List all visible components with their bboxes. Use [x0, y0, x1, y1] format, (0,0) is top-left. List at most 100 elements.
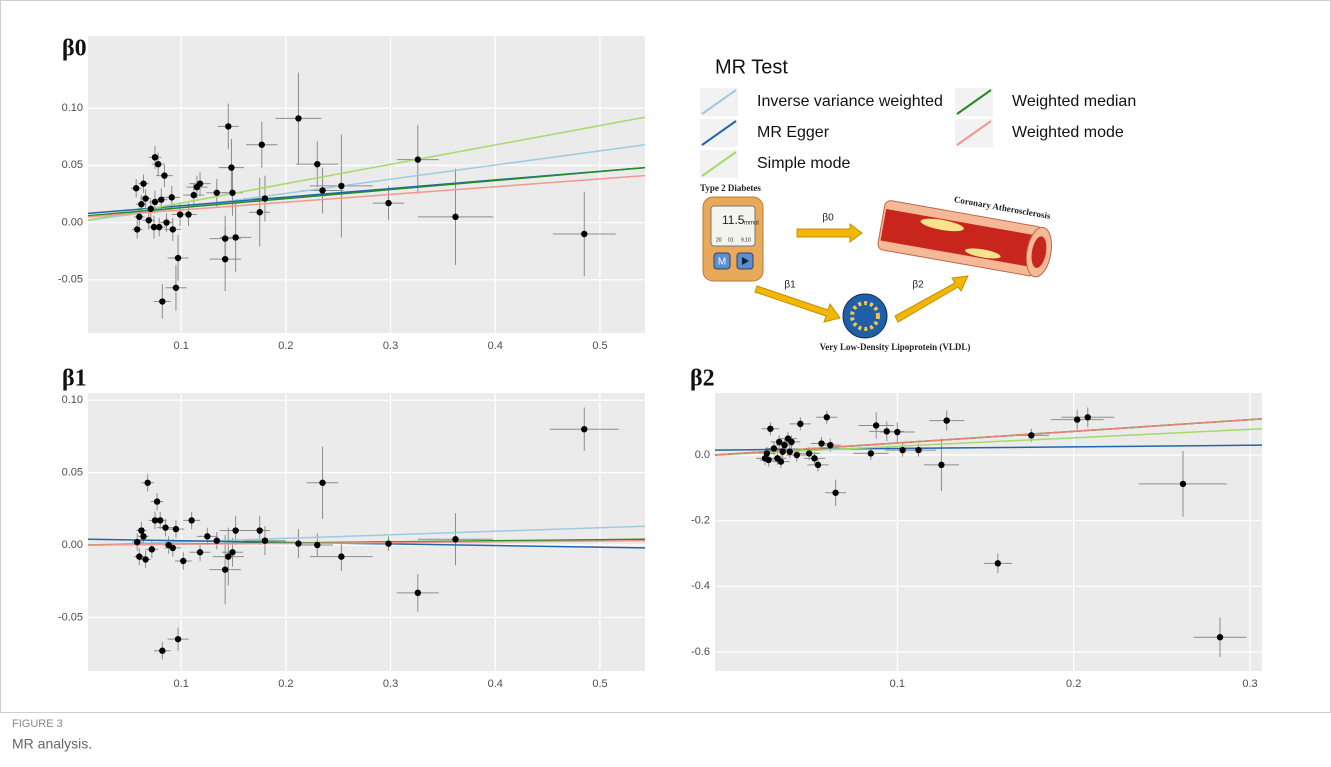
point	[140, 180, 147, 187]
legend-label: Weighted mode	[1012, 124, 1124, 141]
mr-line	[714, 428, 1263, 456]
point	[142, 195, 149, 202]
point	[151, 198, 159, 206]
point	[144, 479, 151, 486]
point	[784, 435, 792, 442]
meter-time: 9.10	[741, 237, 751, 243]
point	[172, 525, 180, 533]
point	[452, 213, 459, 221]
point	[196, 549, 204, 556]
point	[229, 189, 236, 196]
point	[761, 455, 769, 462]
point	[770, 445, 778, 452]
legend-label: Weighted median	[1012, 93, 1136, 110]
point	[228, 164, 235, 171]
point	[204, 533, 211, 540]
legend-swatch	[701, 89, 737, 115]
y-tick-label: 0.05	[62, 159, 83, 171]
point	[221, 255, 229, 263]
point	[1073, 416, 1081, 423]
point	[155, 223, 163, 231]
point	[1084, 414, 1091, 421]
meter-button	[713, 252, 731, 270]
y-tick-label: -0.05	[58, 274, 83, 286]
legend-label: Inverse variance weighted	[757, 93, 943, 110]
x-tick-label: 0.5	[592, 340, 607, 352]
meter-unit: mmol	[744, 221, 759, 227]
point	[823, 414, 830, 421]
point	[221, 566, 229, 573]
point	[188, 517, 195, 524]
legend-title: MR Test	[715, 56, 788, 78]
vldl-core	[850, 301, 880, 331]
point	[915, 446, 922, 454]
legend-label: Simple mode	[757, 155, 850, 172]
point	[172, 284, 180, 291]
figure-caption: MR analysis.	[12, 736, 92, 752]
point	[151, 517, 159, 524]
point	[319, 479, 326, 486]
panel	[715, 393, 1262, 671]
point	[165, 541, 172, 549]
point	[168, 194, 175, 201]
point	[180, 557, 187, 565]
meter-month: 01	[728, 237, 734, 243]
point	[414, 589, 422, 597]
point	[163, 219, 170, 226]
path-label: β1	[784, 280, 796, 291]
artery-lumen	[880, 208, 1034, 267]
point	[786, 448, 793, 455]
point	[814, 461, 822, 469]
point	[158, 196, 165, 203]
mr-line	[87, 174, 646, 218]
point	[261, 195, 269, 202]
panel-background	[88, 393, 645, 671]
point	[134, 226, 141, 233]
x-tick-label: 0.5	[592, 678, 607, 690]
point	[174, 254, 182, 262]
x-tick-label: 0.3	[383, 340, 398, 352]
point	[138, 527, 145, 534]
point	[943, 417, 950, 424]
mr-line	[87, 525, 646, 546]
x-tick-label: 0.3	[1242, 678, 1257, 690]
y-tick-label: -0.05	[58, 611, 83, 623]
point	[162, 524, 169, 531]
point	[157, 517, 164, 524]
point	[176, 211, 184, 218]
point	[225, 123, 232, 130]
point	[145, 217, 152, 224]
point	[261, 537, 269, 544]
mr-line	[87, 166, 646, 217]
artery	[877, 200, 1053, 278]
point	[797, 420, 804, 428]
point	[581, 230, 588, 238]
panel	[88, 36, 645, 333]
artery-end-lumen	[1031, 236, 1047, 268]
plaque	[920, 218, 964, 232]
point	[132, 185, 140, 192]
figure-label: FIGURE 3	[12, 718, 63, 730]
point	[899, 446, 906, 454]
point	[1028, 432, 1035, 439]
point	[1179, 480, 1187, 488]
panel-background	[715, 393, 1262, 671]
point	[775, 438, 783, 446]
point	[781, 441, 788, 449]
y-tick-label: 0.0	[695, 449, 710, 461]
legend-swatch	[701, 120, 737, 146]
mr-line	[714, 418, 1263, 456]
exposure-label: Type 2 Diabetes	[700, 183, 761, 193]
point	[213, 189, 220, 196]
point	[452, 536, 459, 543]
point	[151, 154, 159, 161]
legend-swatch	[956, 120, 992, 146]
point	[805, 450, 813, 457]
point	[793, 451, 801, 459]
vldl	[842, 293, 888, 339]
x-tick-label: 0.2	[278, 340, 293, 352]
point	[229, 549, 236, 556]
point	[136, 553, 143, 560]
meter-button-label: M	[718, 257, 726, 268]
